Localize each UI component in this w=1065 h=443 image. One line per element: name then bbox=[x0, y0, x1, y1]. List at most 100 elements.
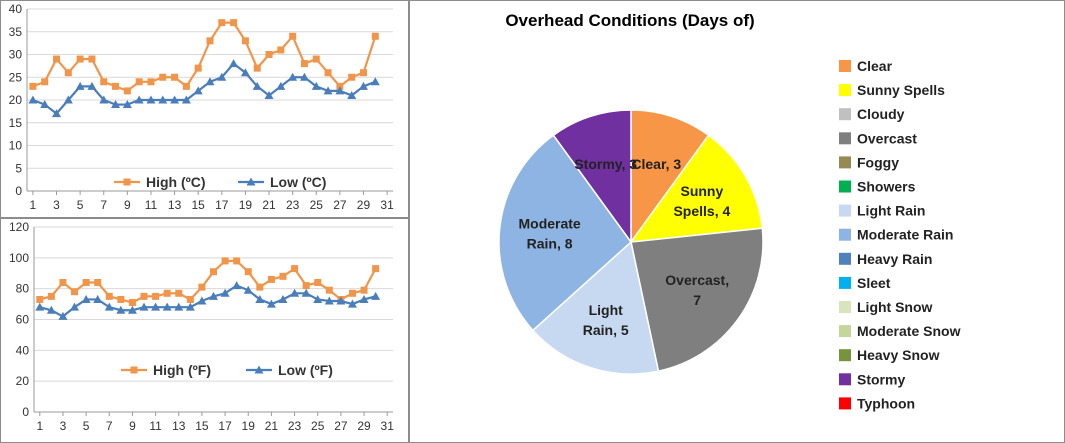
data-point bbox=[210, 268, 217, 276]
legend-label: Showers bbox=[857, 179, 916, 195]
data-point bbox=[41, 78, 49, 86]
data-point bbox=[147, 78, 155, 86]
data-point bbox=[288, 72, 298, 81]
x-tick-label: 17 bbox=[215, 198, 229, 212]
data-point bbox=[162, 302, 172, 311]
pie-data-label: Clear, 3 bbox=[631, 156, 681, 172]
legend-marker bbox=[246, 177, 256, 186]
data-point bbox=[289, 32, 297, 40]
x-tick-label: 9 bbox=[124, 198, 131, 212]
x-tick-label: 27 bbox=[334, 419, 348, 433]
legend-label: Typhoon bbox=[857, 395, 915, 411]
y-tick-label: 15 bbox=[9, 116, 23, 130]
data-point bbox=[140, 292, 148, 300]
data-point bbox=[63, 95, 73, 104]
data-point bbox=[100, 78, 108, 86]
x-tick-label: 1 bbox=[30, 198, 37, 212]
x-tick-label: 31 bbox=[380, 198, 394, 212]
legend-label: Foggy bbox=[857, 154, 899, 170]
x-tick-label: 21 bbox=[262, 198, 276, 212]
data-point bbox=[127, 305, 137, 314]
x-tick-label: 25 bbox=[311, 419, 325, 433]
data-point bbox=[302, 282, 310, 290]
x-tick-label: 25 bbox=[310, 198, 324, 212]
legend-swatch bbox=[839, 252, 851, 265]
chart-title: Overhead Conditions (Days of) bbox=[505, 11, 755, 30]
data-point bbox=[278, 294, 288, 303]
x-tick-label: 7 bbox=[106, 419, 113, 433]
y-tick-label: 40 bbox=[9, 2, 23, 16]
data-point bbox=[324, 69, 332, 77]
data-point bbox=[29, 82, 37, 90]
x-tick-label: 31 bbox=[381, 419, 395, 433]
pie-data-label: Moderate Rain, 8 bbox=[518, 215, 580, 251]
y-tick-label: 30 bbox=[9, 48, 23, 62]
pie-data-labels: Clear, 3 Sunny Spells, 4 Overcast, 7 Light Rai… bbox=[518, 156, 730, 338]
y-tick-label: 10 bbox=[9, 139, 23, 153]
data-point bbox=[123, 87, 131, 95]
x-tick-label: 23 bbox=[286, 198, 300, 212]
data-point bbox=[244, 268, 252, 276]
y-tick-label: 20 bbox=[9, 93, 23, 107]
x-tick-label: 19 bbox=[239, 198, 253, 212]
pie-data-label: Stormy, 3 bbox=[574, 156, 637, 172]
legend-label: Low (ºF) bbox=[278, 362, 333, 378]
data-point bbox=[185, 302, 195, 311]
legend-label: Clear bbox=[857, 58, 893, 74]
data-point bbox=[348, 73, 356, 81]
data-point bbox=[81, 294, 91, 303]
data-point bbox=[312, 55, 320, 63]
series-low bbox=[35, 281, 381, 320]
data-point bbox=[372, 265, 380, 273]
data-point bbox=[174, 302, 184, 311]
data-point bbox=[291, 265, 299, 273]
pie-slice-stormy bbox=[552, 109, 632, 245]
data-point bbox=[299, 72, 309, 81]
x-tick-label: 13 bbox=[168, 198, 182, 212]
y-tick-label: 20 bbox=[16, 374, 30, 388]
data-point bbox=[209, 291, 218, 300]
data-point bbox=[158, 95, 168, 104]
data-point bbox=[194, 64, 202, 72]
legend-swatch bbox=[839, 156, 851, 169]
legend-swatch bbox=[839, 276, 851, 289]
pie-slice-moderate-rain bbox=[498, 134, 633, 332]
data-point bbox=[252, 81, 262, 90]
legend-label: Moderate Snow bbox=[857, 323, 961, 339]
legend-swatch bbox=[839, 84, 851, 97]
data-point bbox=[71, 288, 79, 296]
data-point bbox=[266, 299, 276, 308]
pie-legend: Clear Sunny Spells Cloudy Overcast Foggy Show… bbox=[839, 58, 961, 411]
data-point bbox=[218, 19, 226, 27]
data-point bbox=[64, 69, 72, 77]
data-point bbox=[111, 100, 121, 109]
pie-slices bbox=[498, 109, 764, 375]
data-point bbox=[35, 302, 45, 311]
data-point bbox=[151, 302, 161, 311]
data-point bbox=[134, 95, 144, 104]
legend-label: Light Snow bbox=[857, 299, 933, 315]
celsius-chart-panel: 0 5 10 15 20 25 30 35 40 1 3 5 7 9 11 13 15 17 19 21 23 25 27 2… bbox=[0, 0, 409, 218]
data-point bbox=[36, 295, 44, 303]
data-point bbox=[104, 302, 114, 311]
x-tick-label: 9 bbox=[129, 419, 136, 433]
data-point bbox=[146, 95, 156, 104]
legend-swatch bbox=[839, 60, 851, 72]
legend-marker bbox=[254, 365, 264, 374]
series-line bbox=[39, 284, 376, 318]
series-line bbox=[39, 259, 377, 304]
legend-swatch bbox=[839, 132, 851, 145]
data-point bbox=[117, 295, 125, 303]
data-point bbox=[135, 78, 143, 86]
pie-data-label: Sunny Spells, 4 bbox=[673, 183, 730, 219]
pie-chart-panel: Overhead Conditions (Days of) Clear, 3 Su… bbox=[409, 0, 1065, 443]
data-point bbox=[300, 60, 308, 68]
data-point bbox=[324, 296, 334, 305]
legend-swatch bbox=[839, 180, 851, 193]
legend-swatch bbox=[839, 373, 851, 386]
fahrenheit-chart-panel: 0 20 40 60 80 100 120 1 3 5 7 9 11 13 15 17 19 21 23 25 27 29… bbox=[0, 218, 409, 443]
pie-slice-overcast bbox=[630, 227, 764, 373]
data-point bbox=[152, 292, 160, 300]
legend-swatch bbox=[839, 228, 851, 241]
data-point bbox=[139, 302, 149, 311]
